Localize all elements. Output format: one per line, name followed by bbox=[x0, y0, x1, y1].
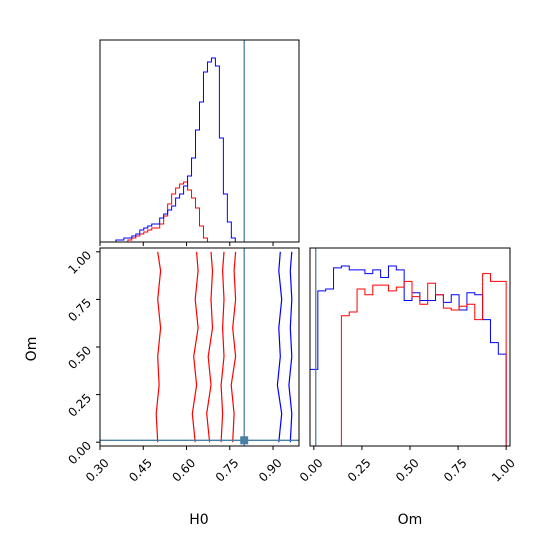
contour-series-0-level-2 bbox=[206, 251, 214, 443]
joint-x-tick-label-1: 0.45 bbox=[126, 456, 155, 485]
contour-series-1-level-0 bbox=[276, 251, 283, 443]
contour-series-0-level-0 bbox=[155, 251, 162, 443]
h0-histogram-frame bbox=[99, 39, 300, 243]
h0-histogram-series-1 bbox=[100, 57, 299, 242]
contour-series-1-level-1 bbox=[288, 251, 293, 443]
joint-x-tick-label-2: 0.60 bbox=[169, 456, 198, 485]
x-axis-label-h0: H0 bbox=[189, 512, 208, 528]
h0-om-joint-panel: 0.30 0.45 0.60 0.75 0.90 0.00 0.25 0.50 0.75 1.00 bbox=[65, 247, 300, 485]
joint-y-tick-label-4: 1.00 bbox=[65, 248, 94, 277]
om-hist-x-tick-label-3: 0.75 bbox=[441, 456, 470, 485]
h0-histogram-series-0 bbox=[100, 181, 299, 242]
om-hist-x-tick-label-1: 0.25 bbox=[345, 456, 374, 485]
joint-truth-marker bbox=[240, 436, 249, 445]
om-histogram-series-1 bbox=[310, 265, 510, 446]
om-histogram-frame bbox=[309, 247, 511, 447]
om-histogram-series-0 bbox=[310, 273, 510, 446]
joint-y-tick-label-3: 0.75 bbox=[65, 296, 94, 325]
om-histogram-panel: 0.00 0.25 0.50 0.75 1.00 bbox=[297, 247, 518, 485]
joint-frame bbox=[99, 247, 300, 447]
joint-y-tick-label-0: 0.00 bbox=[65, 438, 94, 467]
contour-series-0-level-4 bbox=[230, 251, 237, 443]
contour-series-0-level-1 bbox=[191, 251, 199, 443]
joint-y-tick-label-2: 0.50 bbox=[65, 343, 94, 372]
joint-x-tick-label-3: 0.75 bbox=[213, 456, 242, 485]
om-hist-x-tick-label-4: 1.00 bbox=[489, 456, 518, 485]
joint-x-tick-label-0: 0.30 bbox=[83, 456, 112, 485]
contour-series-0-level-3 bbox=[220, 251, 225, 443]
h0-histogram-panel bbox=[99, 39, 300, 246]
om-hist-x-tick-label-0: 0.00 bbox=[297, 456, 326, 485]
om-hist-x-tick-label-2: 0.50 bbox=[393, 456, 422, 485]
joint-y-tick-label-1: 0.25 bbox=[65, 391, 94, 420]
x-axis-label-om: Om bbox=[398, 512, 423, 528]
joint-x-tick-label-4: 0.90 bbox=[256, 456, 285, 485]
y-axis-label-om: Om bbox=[24, 337, 40, 362]
